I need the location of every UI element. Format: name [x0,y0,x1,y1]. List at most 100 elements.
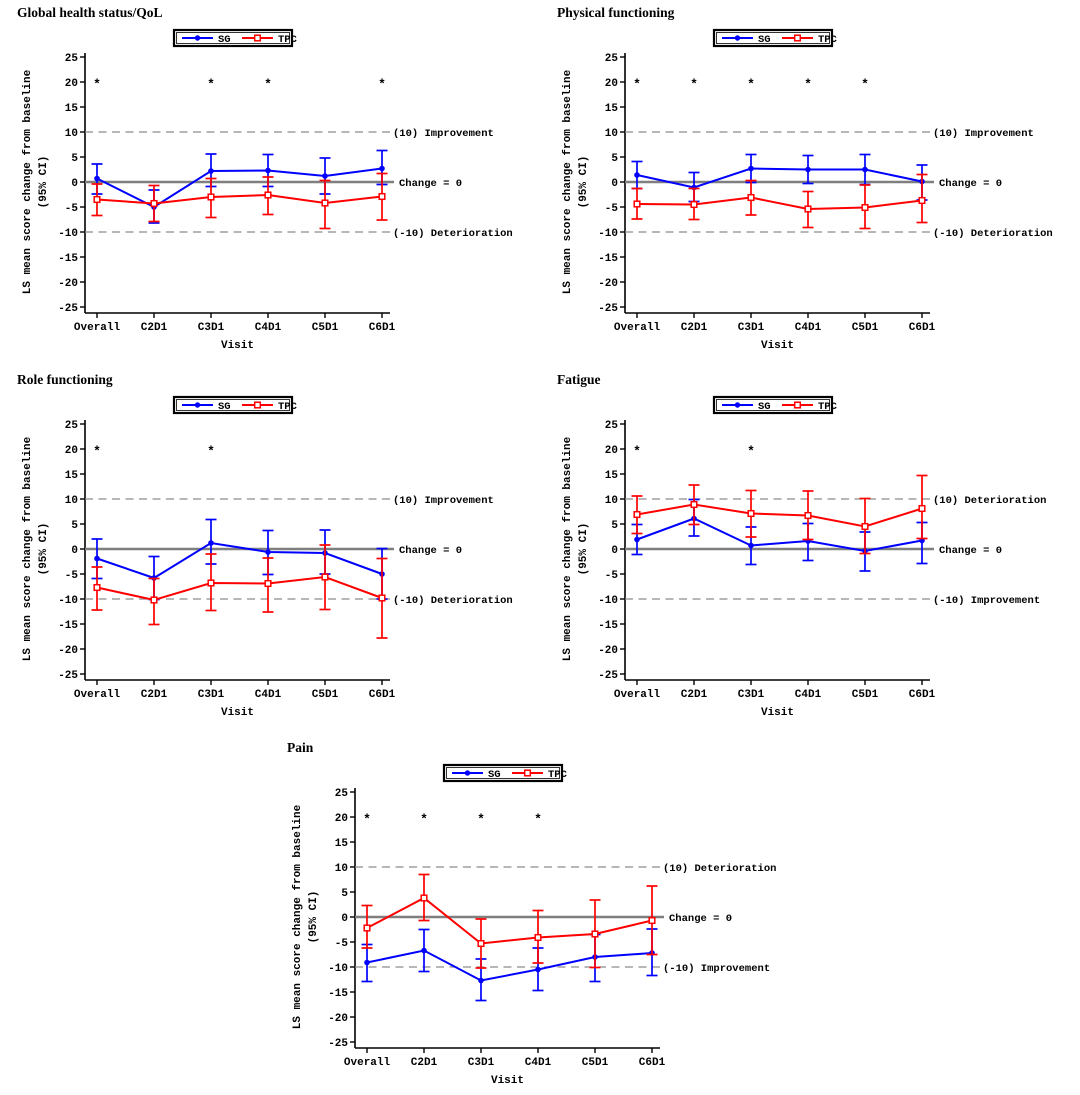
y-tick-label: 0 [71,178,78,190]
reference-line-annotation: (10) Deterioration [663,863,776,875]
sg-marker-icon [634,536,640,543]
tpc-marker-icon [747,509,755,518]
significance-asterisk: * [534,812,542,827]
x-tick-label: C4D1 [255,322,282,334]
reference-line-annotation: (10) Deterioration [933,495,1046,507]
y-tick-label: -20 [328,1013,348,1025]
series-tpc [91,172,388,230]
legend-sg-marker-icon [734,35,741,41]
tpc-marker-icon [861,522,869,531]
legend-box-inner [716,32,830,44]
legend-box-outer [712,395,834,415]
legend: SG TPC [172,28,298,48]
y-tick-label: 5 [71,520,78,532]
significance-asterisk: * [477,812,485,827]
tpc-marker-icon [93,583,101,592]
legend-sg-marker-icon [734,402,741,408]
x-tick-label: C5D1 [312,322,339,334]
y-tick-label: 25 [605,53,619,65]
significance-asterisk: * [207,77,215,92]
tpc-marker-icon [378,192,386,201]
y-tick-label: -10 [598,228,618,240]
sg-marker-icon [364,959,370,966]
y-tick-label: 20 [605,78,618,90]
x-tick-label: C6D1 [909,322,936,334]
y-tick-label: 5 [341,888,348,900]
y-tick-label: -10 [598,595,618,607]
y-tick-label: 20 [335,813,348,825]
y-tick-label: -15 [58,253,78,265]
reference-line-annotation: (10) Improvement [393,495,494,507]
legend-tpc-marker-icon [793,34,802,42]
x-tick-label: C5D1 [852,689,879,701]
significance-asterisk: * [804,77,812,92]
reference-line-annotation: (10) Improvement [933,128,1034,140]
series-sg [631,498,928,572]
y-tick-label: -25 [328,1038,348,1050]
legend-label-tpc: TPC [548,769,568,781]
reference-line-annotation: (10) Improvement [393,128,494,140]
x-axis-label: Visit [221,340,254,352]
x-tick-label: C4D1 [525,1057,552,1069]
chart-physical-functioning: Physical functioning SG TPC 25 20 15 10 5 0 -5 -10… [557,5,1053,352]
y-tick-label: -25 [598,670,618,682]
sg-marker-icon [634,172,640,178]
significance-asterisk: * [633,77,641,92]
tpc-marker-icon [918,196,926,205]
y-tick-label: 10 [65,495,78,507]
significance-asterisk: * [93,77,101,92]
sg-marker-icon [478,977,484,984]
legend-label-tpc: TPC [278,401,298,413]
legend-box-inner [716,399,830,411]
chart-role-functioning: Role functioning SG TPC 25 20 15 10 5 0 -5 -10 -15 -… [17,372,513,719]
y-tick-label: 0 [611,545,618,557]
legend-label-tpc: TPC [278,34,298,46]
y-tick-label: 25 [65,420,79,432]
y-tick-label: 0 [611,178,618,190]
series-sg [91,149,388,224]
y-tick-label: 15 [335,838,349,850]
series-tpc [631,173,928,230]
significance-asterisk: * [264,77,272,92]
reference-line-annotation: Change = 0 [399,178,462,190]
sg-marker-icon [94,555,100,562]
x-tick-label: C5D1 [852,322,879,334]
x-tick-label: C3D1 [738,322,765,334]
x-tick-label: C6D1 [369,689,396,701]
y-tick-label: -5 [605,570,619,582]
significance-asterisk: * [93,444,101,459]
sg-marker-icon [265,549,271,555]
panel-role-functioning: Role functioning SG TPC 25 20 15 10 5 0 -5 -10 -15 -… [0,367,540,727]
series-tpc [631,474,928,555]
x-tick-label: Overall [614,689,661,701]
tpc-marker-icon [690,500,698,509]
tpc-marker-icon [591,930,599,938]
y-axis-label-line2: (95% CI) [38,156,50,209]
legend-sg-marker-icon [194,402,201,408]
y-axis-label-line2: (95% CI) [38,523,50,576]
x-tick-label: C2D1 [681,689,708,701]
y-axis-label-line1: LS mean score change from baseline [292,804,304,1029]
significance-asterisk: * [633,444,641,459]
tpc-marker-icon [534,933,542,942]
x-tick-label: C4D1 [255,689,282,701]
y-tick-label: 15 [65,103,79,115]
y-tick-label: 20 [65,445,78,457]
y-tick-label: 15 [605,470,619,482]
tpc-marker-icon [804,511,812,520]
x-tick-label: C2D1 [681,322,708,334]
y-tick-label: -5 [65,203,79,215]
panel-global-health-status-qol: Global health status/QoL SG TPC 25 20 15 10 5 0 -… [0,0,540,360]
tpc-marker-icon [690,200,698,209]
series-sg [631,153,928,203]
panel-title: Role functioning [17,372,113,387]
x-axis-label: Visit [761,707,794,719]
tpc-marker-icon [264,191,272,199]
x-tick-label: Overall [74,689,121,701]
y-tick-label: -10 [328,963,348,975]
significance-asterisk: * [363,812,371,827]
y-tick-label: 25 [605,420,619,432]
legend-tpc-marker-icon [253,34,262,42]
tpc-marker-icon [918,504,926,513]
legend-label-sg: SG [488,769,501,781]
